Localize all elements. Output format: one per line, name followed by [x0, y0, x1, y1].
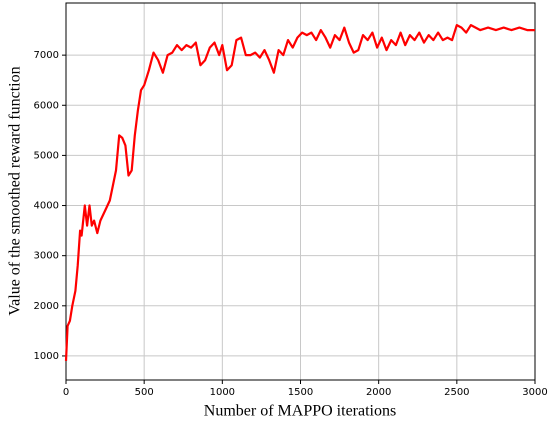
- line: [64, 24, 535, 361]
- y-tick-label: 4000: [34, 201, 59, 212]
- x-tick-label: 1500: [288, 387, 313, 398]
- y-tick-label: 5000: [34, 150, 59, 161]
- x-tick-label: 0: [63, 387, 69, 398]
- y-tick-label: 7000: [34, 50, 59, 61]
- y-tick-label: 3000: [34, 251, 59, 262]
- x-tick-label: 2000: [366, 387, 391, 398]
- x-tick-label: 3000: [522, 387, 547, 398]
- y-tick-label: 6000: [34, 100, 59, 111]
- x-tick-label: 1000: [210, 387, 235, 398]
- y-tick-label: 2000: [34, 301, 59, 312]
- x-axis-title: Number of MAPPO iterations: [204, 403, 396, 420]
- y-tick-label: 1000: [34, 351, 59, 362]
- plot-frame: [65, 2, 536, 381]
- x-tick-label: 500: [135, 387, 154, 398]
- x-tick-label: 2500: [444, 387, 469, 398]
- y-axis-title: Value of the smoothed reward function: [7, 66, 24, 315]
